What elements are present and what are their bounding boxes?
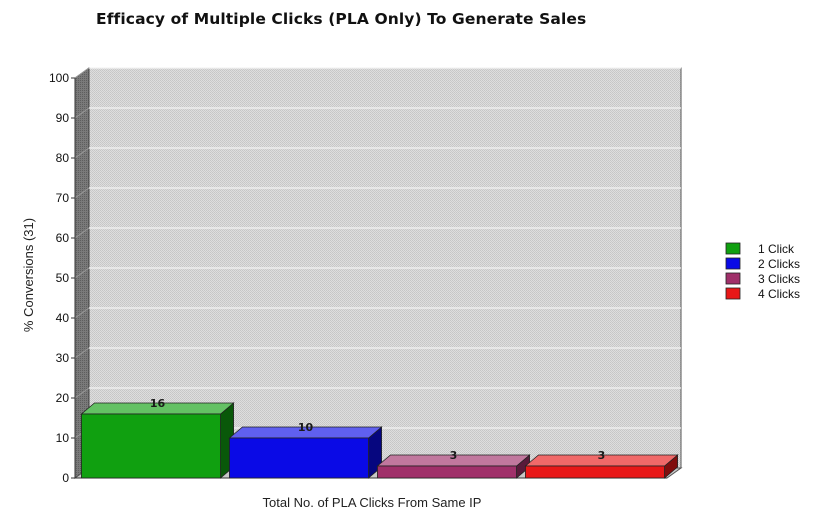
gridline-wall [74, 267, 90, 279]
bar-front [81, 413, 221, 479]
legend-swatch [725, 287, 741, 300]
y-tick-label: 20 [56, 391, 70, 405]
legend-item: 2 Clicks [725, 257, 800, 271]
gridline-wall [74, 347, 90, 359]
legend-label: 3 Clicks [758, 272, 800, 286]
y-axis-title: % Conversions (31) [21, 218, 36, 332]
legend-label: 4 Clicks [758, 287, 800, 301]
y-tick-label: 80 [56, 151, 70, 165]
gridline-wall [74, 67, 90, 79]
gridline-wall [74, 227, 90, 239]
data-labels: 16 10 3 3 [150, 397, 605, 462]
bar-2 [228, 426, 383, 479]
bar-value-label: 10 [298, 421, 314, 434]
y-tick-label: 90 [56, 111, 70, 125]
y-tick-label: 60 [56, 231, 70, 245]
bar-front [377, 465, 517, 479]
chart-title: Efficacy of Multiple Clicks (PLA Only) T… [96, 10, 587, 28]
y-tick-label: 30 [56, 351, 70, 365]
gridline-wall [74, 187, 90, 199]
bars [80, 402, 679, 479]
x-axis-title: Total No. of PLA Clicks From Same IP [263, 495, 482, 510]
y-tick-label: 50 [56, 271, 70, 285]
gridlines [74, 67, 681, 439]
gridline-wall [74, 107, 90, 119]
bar-4 [524, 454, 679, 479]
legend-item: 1 Click [725, 242, 795, 256]
legend-label: 1 Click [758, 242, 795, 256]
legend-label: 2 Clicks [758, 257, 800, 271]
gridline-wall [74, 387, 90, 399]
bar-front [229, 437, 369, 479]
gridline-wall [74, 307, 90, 319]
bar-front [525, 465, 665, 479]
legend-swatch [725, 257, 741, 270]
y-tick-label: 70 [56, 191, 70, 205]
y-tick-label: 10 [56, 431, 70, 445]
legend-item: 4 Clicks [725, 287, 800, 301]
bar-value-label: 3 [598, 449, 606, 462]
bar-1 [80, 402, 235, 479]
y-tick-label: 0 [62, 471, 69, 485]
gridline-wall [74, 147, 90, 159]
bar-value-label: 3 [450, 449, 458, 462]
bar-value-label: 16 [150, 397, 166, 410]
y-tick-label: 40 [56, 311, 70, 325]
legend-swatch [725, 242, 741, 255]
legend-item: 3 Clicks [725, 272, 800, 286]
legend-swatch [725, 272, 741, 285]
bar-3 [376, 454, 531, 479]
y-tick-label: 100 [49, 71, 69, 85]
